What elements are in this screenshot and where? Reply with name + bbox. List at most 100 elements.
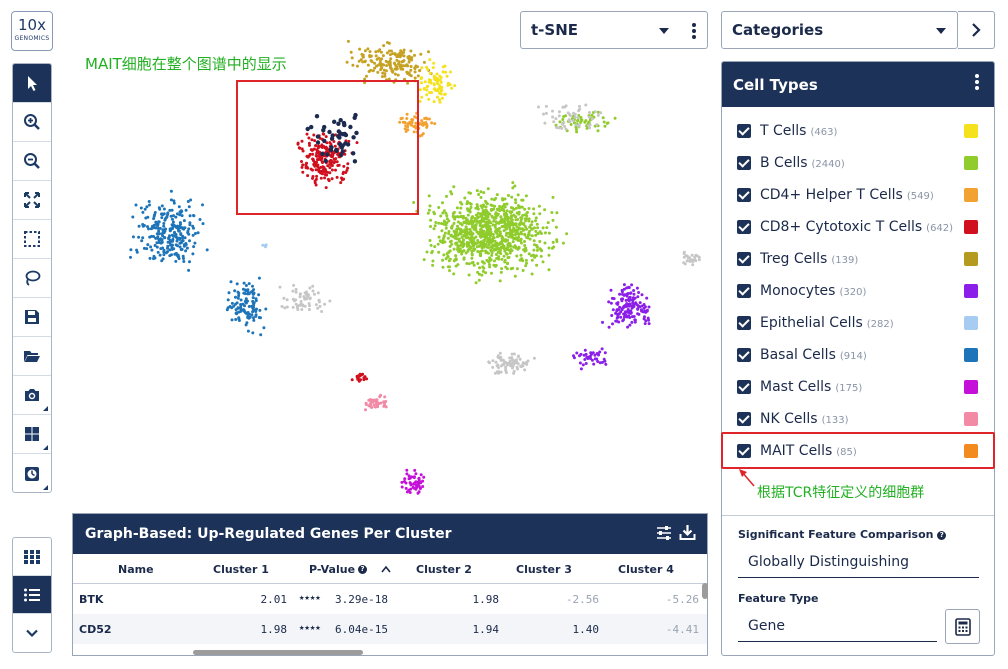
color-swatch[interactable] — [964, 188, 978, 202]
column-header[interactable]: P-Value ? — [309, 554, 391, 584]
save-button[interactable] — [13, 298, 51, 337]
cell-point — [537, 204, 541, 208]
layout-button[interactable] — [13, 415, 51, 454]
download-icon[interactable] — [679, 524, 696, 541]
category-select[interactable]: Categories — [721, 11, 958, 49]
tsne-scatter-plot[interactable] — [60, 8, 715, 508]
table-row[interactable] — [73, 584, 707, 614]
checkbox-checked-icon[interactable] — [737, 156, 751, 170]
color-swatch[interactable] — [964, 124, 978, 138]
box-select-button[interactable] — [13, 220, 51, 259]
cell-point — [328, 141, 332, 145]
zoom-out-button[interactable] — [13, 142, 51, 181]
cell-type-row[interactable]: CD8+ Cytotoxic T Cells (642) — [722, 211, 994, 243]
cell-type-row[interactable]: Monocytes (320) — [722, 275, 994, 307]
checkbox-checked-icon[interactable] — [737, 124, 751, 138]
cell-point — [191, 252, 195, 256]
cell-point — [578, 361, 582, 365]
checkbox-checked-icon[interactable] — [737, 316, 751, 330]
help-icon[interactable]: ? — [937, 530, 947, 540]
color-swatch[interactable] — [964, 252, 978, 266]
column-header[interactable]: Cluster 4 — [618, 554, 674, 584]
cell-type-row[interactable]: Epithelial Cells (282) — [722, 307, 994, 339]
cell-point — [413, 70, 417, 74]
column-header[interactable]: Cluster 1 — [213, 554, 269, 584]
cell-point — [477, 278, 481, 282]
zoom-in-button[interactable] — [13, 103, 51, 142]
feature-type-select[interactable]: Gene — [738, 610, 937, 642]
column-header[interactable]: Cluster 2 — [416, 554, 472, 584]
cell-point — [304, 165, 308, 168]
more-options-icon[interactable] — [692, 23, 696, 41]
sort-ascending-icon[interactable] — [381, 565, 391, 573]
table-row[interactable] — [73, 614, 707, 644]
pointer-tool-button[interactable] — [13, 64, 51, 103]
cell-type-row[interactable]: Treg Cells (139) — [722, 243, 994, 275]
filter-settings-icon[interactable] — [656, 525, 672, 541]
cell-type-row[interactable]: NK Cells (133) — [722, 403, 994, 435]
checkbox-checked-icon[interactable] — [737, 348, 751, 362]
cell-point — [491, 207, 495, 211]
color-swatch[interactable] — [964, 380, 978, 394]
cell-point — [432, 74, 436, 78]
next-category-button[interactable] — [958, 11, 995, 49]
checkbox-checked-icon[interactable] — [737, 380, 751, 394]
color-swatch[interactable] — [964, 156, 978, 170]
cell-point — [547, 268, 551, 272]
color-swatch[interactable] — [964, 220, 978, 234]
collapse-panel-button[interactable] — [13, 614, 51, 652]
cell-point — [413, 76, 417, 80]
horizontal-scrollbar[interactable] — [193, 650, 363, 655]
checkbox-checked-icon[interactable] — [737, 444, 751, 458]
cell-point — [503, 239, 507, 243]
cell-type-row[interactable]: Mast Cells (175) — [722, 371, 994, 403]
table-row[interactable] — [73, 644, 707, 655]
checkbox-checked-icon[interactable] — [737, 412, 751, 426]
cell-point — [690, 253, 694, 257]
more-options-icon[interactable] — [975, 74, 979, 92]
color-swatch[interactable] — [964, 444, 978, 458]
column-header[interactable]: Cluster 3 — [516, 554, 572, 584]
cell-point — [160, 204, 164, 208]
cell-point — [153, 213, 157, 217]
cell-point — [433, 122, 437, 126]
open-folder-button[interactable] — [13, 337, 51, 376]
fit-view-button[interactable] — [13, 181, 51, 220]
cell-point — [568, 120, 572, 124]
vertical-scrollbar[interactable] — [702, 583, 708, 599]
cell-point — [491, 365, 495, 369]
cell-point — [454, 257, 458, 261]
lasso-button[interactable] — [13, 259, 51, 298]
cell-type-row[interactable]: T Cells (463) — [722, 115, 994, 147]
checkbox-checked-icon[interactable] — [737, 252, 751, 266]
color-swatch[interactable] — [964, 316, 978, 330]
timer-button[interactable] — [13, 454, 51, 492]
cell-type-row[interactable]: CD4+ Helper T Cells (549) — [722, 179, 994, 211]
cell-point — [156, 250, 160, 254]
color-swatch[interactable] — [964, 412, 978, 426]
checkbox-checked-icon[interactable] — [737, 188, 751, 202]
cell-types-header[interactable]: Cell Types — [722, 62, 994, 107]
cell-point — [345, 168, 349, 172]
feature-comparison-select[interactable]: Globally Distinguishing — [738, 546, 979, 578]
color-swatch[interactable] — [964, 348, 978, 362]
grid-view-button[interactable] — [13, 538, 51, 576]
list-view-button[interactable] — [13, 576, 51, 614]
grid-view-icon — [24, 549, 40, 564]
table-cell: ★★★★ — [299, 623, 321, 633]
checkbox-checked-icon[interactable] — [737, 284, 751, 298]
column-header[interactable]: Name — [118, 554, 154, 584]
calculator-button[interactable] — [945, 609, 980, 644]
cell-point — [305, 126, 310, 132]
cell-point — [441, 265, 445, 269]
cell-type-row[interactable]: B Cells (2440) — [722, 147, 994, 179]
cell-point — [615, 316, 619, 320]
help-icon[interactable]: ? — [358, 564, 368, 574]
projection-select[interactable]: t-SNE — [520, 11, 708, 49]
snapshot-button[interactable] — [13, 376, 51, 415]
color-swatch[interactable] — [964, 284, 978, 298]
checkbox-checked-icon[interactable] — [737, 220, 751, 234]
cell-type-row[interactable]: Basal Cells (914) — [722, 339, 994, 371]
cell-point — [308, 304, 311, 308]
cell-type-row[interactable]: MAIT Cells (85) — [722, 435, 994, 467]
